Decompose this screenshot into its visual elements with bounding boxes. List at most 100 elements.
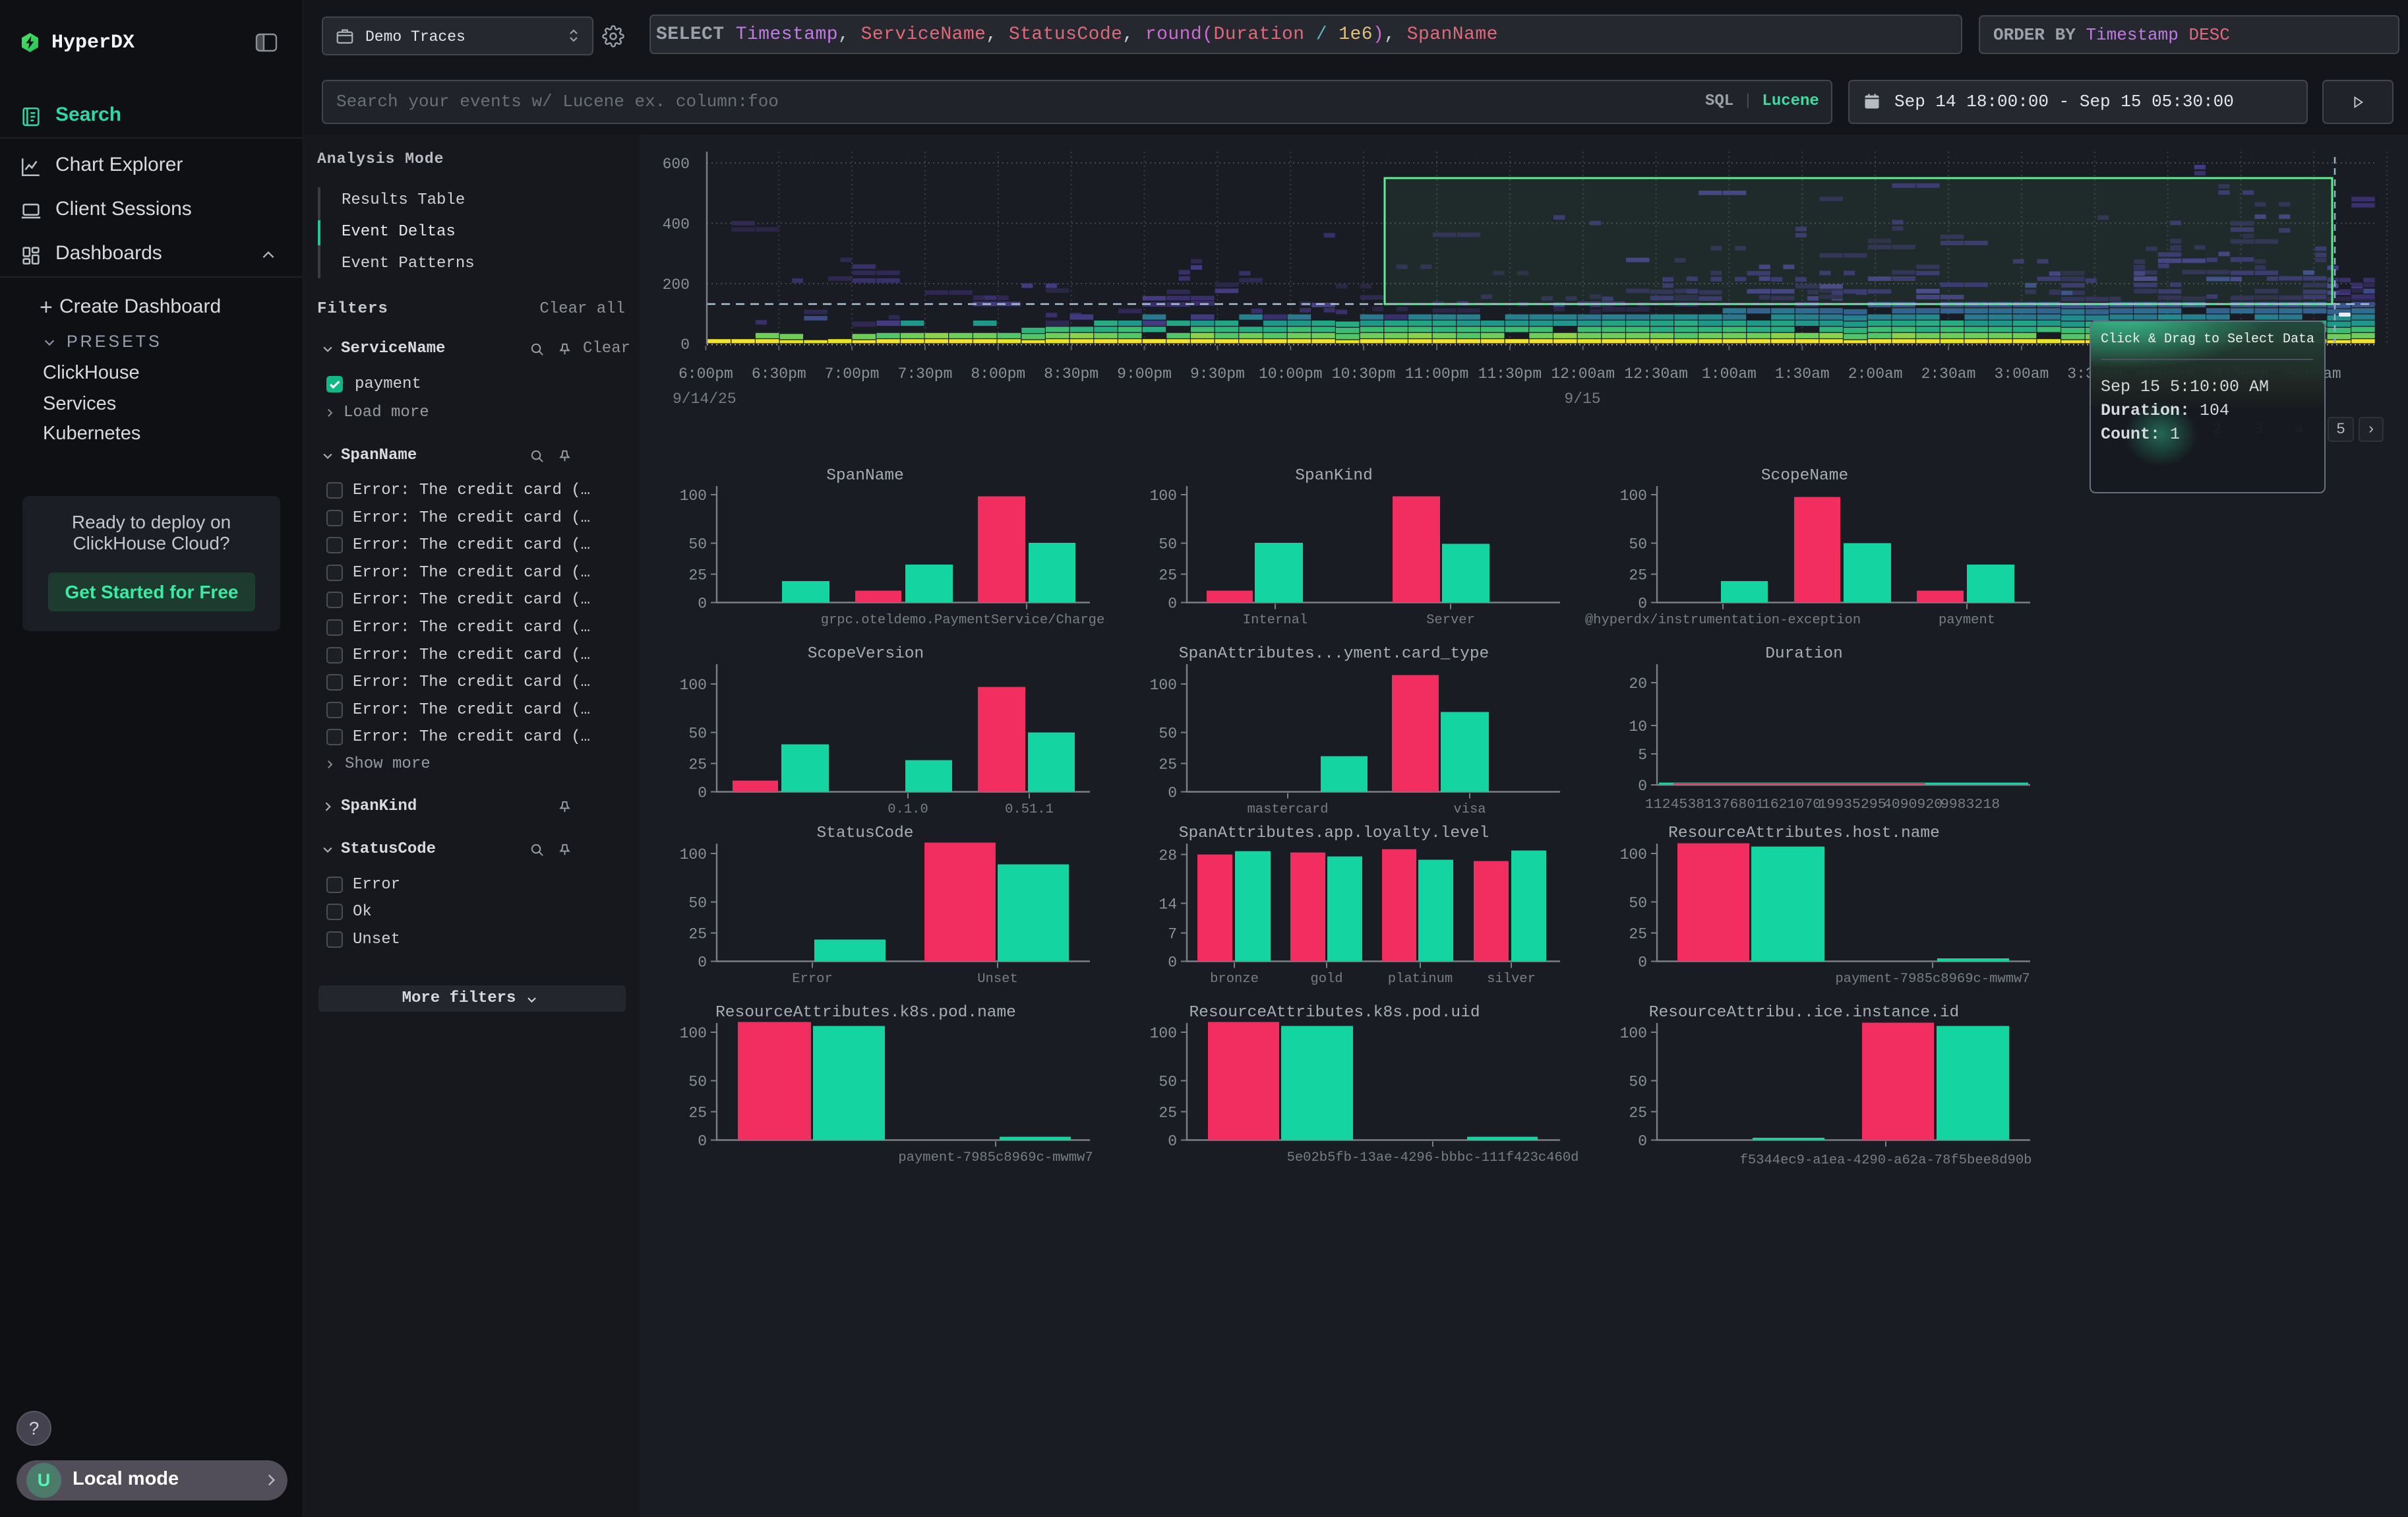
svg-text:visa: visa [1453, 802, 1486, 817]
svg-text:100: 100 [680, 846, 707, 863]
svg-text:100: 100 [1620, 1025, 1647, 1042]
svg-text:1124538: 1124538 [1645, 797, 1704, 813]
svg-text:8:30pm: 8:30pm [1044, 365, 1099, 383]
svg-text:0: 0 [1168, 1133, 1177, 1150]
svg-text:ResourceAttribu..ice.instance.: ResourceAttribu..ice.instance.id [1649, 1004, 1959, 1022]
svg-text:0: 0 [1638, 954, 1647, 972]
svg-text:0: 0 [698, 596, 707, 613]
svg-text:100: 100 [680, 1025, 707, 1042]
svg-text:0: 0 [680, 336, 690, 354]
svg-text:100: 100 [680, 677, 707, 694]
svg-text:25: 25 [688, 926, 707, 943]
svg-text:10: 10 [1629, 718, 1647, 735]
svg-text:50: 50 [688, 1074, 707, 1091]
svg-text:11:00pm: 11:00pm [1405, 365, 1469, 383]
svg-text:0: 0 [1638, 596, 1647, 613]
svg-text:7:00pm: 7:00pm [825, 365, 880, 383]
svg-text:25: 25 [1629, 926, 1647, 943]
svg-text:25: 25 [688, 757, 707, 774]
svg-text:5e02b5fb-13ae-4296-bbbc-111f42: 5e02b5fb-13ae-4296-bbbc-111f423c460d [1287, 1150, 1579, 1165]
svg-text:0: 0 [698, 1133, 707, 1150]
svg-text:25: 25 [1159, 757, 1177, 774]
svg-text:ScopeVersion: ScopeVersion [808, 645, 924, 663]
svg-text:9/14/25: 9/14/25 [673, 390, 737, 408]
svg-text:28: 28 [1159, 848, 1177, 865]
svg-text:Duration: Duration [1765, 645, 1843, 663]
svg-text:25: 25 [688, 567, 707, 584]
svg-text:50: 50 [688, 536, 707, 553]
svg-text:9983218: 9983218 [1941, 797, 2000, 813]
svg-text:12:00am: 12:00am [1551, 365, 1615, 383]
svg-text:0: 0 [1638, 1133, 1647, 1150]
svg-text:19935295: 19935295 [1818, 797, 1886, 813]
svg-text:200: 200 [663, 276, 690, 294]
svg-text:8:00pm: 8:00pm [971, 365, 1025, 383]
svg-text:11:30pm: 11:30pm [1478, 365, 1542, 383]
svg-text:50: 50 [1629, 536, 1647, 553]
svg-text:0.51.1: 0.51.1 [1005, 802, 1054, 817]
svg-text:10:30pm: 10:30pm [1332, 365, 1396, 383]
svg-text:grpc.oteldemo.PaymentService/C: grpc.oteldemo.PaymentService/Charge [821, 613, 1105, 628]
svg-text:1:00am: 1:00am [1702, 365, 1757, 383]
svg-text:payment: payment [1939, 613, 1995, 628]
svg-text:SpanKind: SpanKind [1295, 467, 1373, 485]
svg-text:7: 7 [1168, 926, 1177, 943]
svg-text:100: 100 [1150, 1025, 1177, 1042]
svg-text:mastercard: mastercard [1247, 802, 1328, 817]
svg-text:gold: gold [1310, 972, 1342, 987]
svg-text:silver: silver [1487, 972, 1536, 987]
svg-text:payment-7985c8969c-mwmw7: payment-7985c8969c-mwmw7 [898, 1150, 1093, 1165]
svg-text:5: 5 [1638, 747, 1647, 764]
svg-text:400: 400 [663, 216, 690, 233]
svg-text:0.1.0: 0.1.0 [888, 802, 928, 817]
svg-text:ResourceAttributes.host.name: ResourceAttributes.host.name [1668, 824, 1940, 842]
svg-text:25: 25 [688, 1105, 707, 1122]
svg-text:6:30pm: 6:30pm [752, 365, 806, 383]
svg-text:0: 0 [1168, 954, 1177, 972]
svg-text:0: 0 [1168, 596, 1177, 613]
svg-text:Unset: Unset [977, 972, 1018, 987]
svg-text:StatusCode: StatusCode [816, 824, 913, 842]
svg-text:1376801: 1376801 [1704, 797, 1764, 813]
svg-text:25: 25 [1159, 1105, 1177, 1122]
svg-text:payment-7985c8969c-mwmw7: payment-7985c8969c-mwmw7 [1835, 972, 2030, 987]
svg-text:3:00am: 3:00am [1994, 365, 2049, 383]
svg-text:50: 50 [1629, 1074, 1647, 1091]
svg-text:7:30pm: 7:30pm [898, 365, 953, 383]
svg-text:0: 0 [1168, 785, 1177, 802]
svg-text:100: 100 [1620, 846, 1647, 863]
svg-text:0: 0 [698, 954, 707, 972]
svg-text:50: 50 [688, 895, 707, 912]
svg-text:100: 100 [1620, 487, 1647, 505]
svg-text:600: 600 [663, 156, 690, 173]
svg-text:ScopeName: ScopeName [1761, 467, 1848, 485]
svg-text:100: 100 [1150, 487, 1177, 505]
svg-text:Server: Server [1426, 613, 1475, 628]
svg-text:25: 25 [1159, 567, 1177, 584]
svg-text:1621070: 1621070 [1762, 797, 1821, 813]
svg-text:100: 100 [1150, 677, 1177, 694]
svg-text:100: 100 [680, 487, 707, 505]
svg-text:50: 50 [1159, 726, 1177, 743]
svg-text:50: 50 [1159, 1074, 1177, 1091]
svg-text:10:00pm: 10:00pm [1259, 365, 1323, 383]
svg-text:SpanAttributes...yment.card_ty: SpanAttributes...yment.card_type [1179, 645, 1489, 663]
svg-text:@hyperdx/instrumentation-excep: @hyperdx/instrumentation-exception [1585, 613, 1861, 628]
svg-text:0: 0 [1638, 778, 1647, 795]
svg-text:20: 20 [1629, 675, 1647, 693]
svg-text:9/15: 9/15 [1564, 390, 1600, 408]
svg-text:bronze: bronze [1210, 972, 1259, 987]
svg-text:ResourceAttributes.k8s.pod.nam: ResourceAttributes.k8s.pod.name [715, 1004, 1016, 1022]
svg-text:6:00pm: 6:00pm [678, 365, 733, 383]
svg-text:2:00am: 2:00am [1848, 365, 1903, 383]
svg-text:f5344ec9-a1ea-4290-a62a-78f5be: f5344ec9-a1ea-4290-a62a-78f5bee8d90b [1740, 1153, 2032, 1168]
svg-text:14: 14 [1159, 896, 1177, 913]
svg-text:50: 50 [688, 726, 707, 743]
svg-text:ResourceAttributes.k8s.pod.uid: ResourceAttributes.k8s.pod.uid [1189, 1004, 1480, 1022]
svg-text:4090920: 4090920 [1883, 797, 1942, 813]
svg-text:Error: Error [792, 972, 833, 987]
svg-text:SpanAttributes.app.loyalty.lev: SpanAttributes.app.loyalty.level [1179, 824, 1489, 842]
svg-text:50: 50 [1159, 536, 1177, 553]
svg-text:50: 50 [1629, 895, 1647, 912]
svg-text:0: 0 [698, 785, 707, 802]
